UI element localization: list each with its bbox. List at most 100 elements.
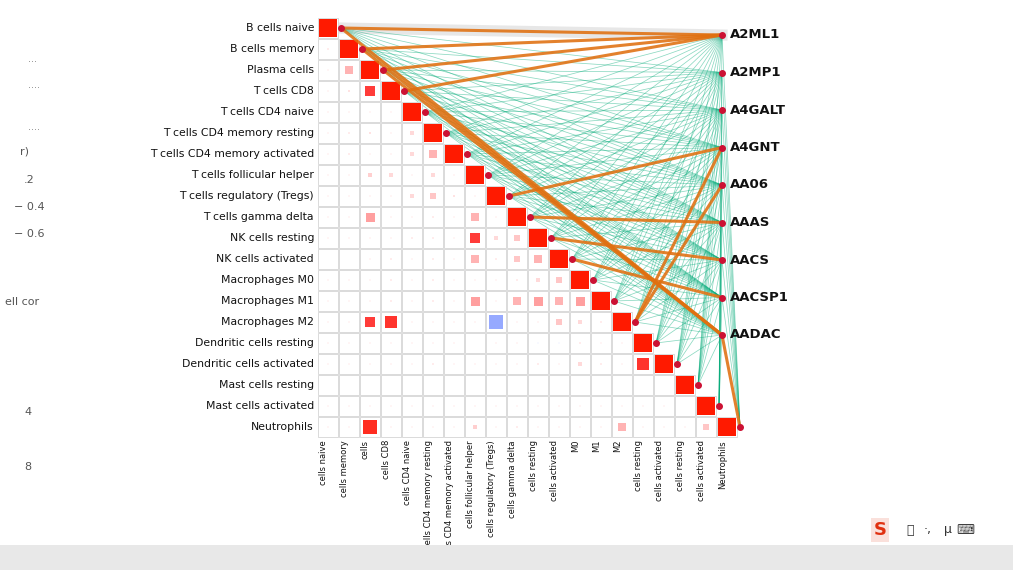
Bar	[369, 384, 371, 386]
Bar	[433, 321, 434, 323]
Bar	[571, 271, 589, 289]
Bar	[318, 396, 338, 416]
Bar	[537, 342, 539, 344]
Bar	[348, 342, 349, 344]
Bar	[390, 153, 392, 155]
Bar	[556, 277, 561, 283]
Bar	[423, 123, 443, 143]
Bar	[433, 342, 434, 344]
Bar	[495, 405, 497, 407]
Bar	[466, 166, 484, 184]
Bar	[327, 69, 329, 71]
Text: − 0.4: − 0.4	[14, 202, 45, 212]
Bar	[444, 312, 464, 332]
Bar	[495, 279, 497, 281]
Bar	[537, 363, 539, 365]
Bar	[558, 384, 560, 386]
Bar	[506, 354, 527, 374]
Bar	[612, 333, 632, 353]
Text: Plasma cells: Plasma cells	[247, 65, 314, 75]
Bar	[381, 312, 401, 332]
Bar	[327, 216, 329, 218]
Text: cells activated: cells activated	[697, 440, 706, 501]
Bar	[506, 228, 527, 248]
Bar	[534, 296, 543, 306]
Bar	[516, 363, 518, 365]
Bar	[515, 256, 520, 262]
Bar	[600, 384, 602, 386]
Bar	[365, 317, 375, 327]
Bar	[664, 384, 665, 386]
Bar	[411, 405, 413, 407]
Bar	[369, 132, 372, 135]
Bar	[633, 354, 653, 374]
Bar	[381, 81, 401, 101]
Bar	[528, 228, 548, 248]
Bar	[528, 312, 548, 332]
Bar	[591, 354, 611, 374]
Bar	[360, 396, 380, 416]
Bar	[474, 342, 476, 344]
Bar	[327, 258, 329, 260]
Bar	[318, 207, 338, 227]
Text: NK cells resting: NK cells resting	[230, 233, 314, 243]
Bar	[549, 354, 569, 374]
Bar	[486, 333, 506, 353]
Bar	[382, 82, 400, 100]
Bar	[570, 417, 590, 437]
Bar	[381, 186, 401, 206]
Bar	[364, 420, 377, 434]
Bar	[432, 173, 435, 177]
Bar	[318, 375, 338, 395]
Bar	[348, 216, 349, 218]
Bar	[600, 321, 602, 323]
Bar	[327, 237, 329, 239]
Bar	[516, 426, 518, 428]
Bar	[390, 258, 392, 260]
Bar	[516, 384, 518, 386]
Bar	[549, 333, 569, 353]
Bar	[591, 396, 611, 416]
Text: AADAC: AADAC	[730, 328, 781, 341]
Bar	[318, 354, 338, 374]
Text: Mast cells activated: Mast cells activated	[206, 401, 314, 411]
Bar	[535, 255, 542, 263]
Text: T cells CD4 memory resting: T cells CD4 memory resting	[163, 128, 314, 138]
Bar	[410, 152, 413, 156]
Bar	[433, 363, 434, 365]
Text: cells CD8: cells CD8	[382, 440, 391, 479]
Bar	[537, 384, 539, 386]
Bar	[506, 207, 527, 227]
Text: cells resting: cells resting	[529, 440, 538, 491]
Bar	[549, 249, 569, 269]
Bar	[506, 396, 527, 416]
Bar	[402, 123, 422, 143]
Bar	[654, 354, 674, 374]
Bar	[578, 320, 581, 324]
Bar	[675, 375, 695, 395]
Bar	[515, 235, 520, 241]
Bar	[339, 144, 359, 164]
Text: Mast cells resting: Mast cells resting	[219, 380, 314, 390]
Bar	[339, 81, 359, 101]
Bar	[516, 405, 518, 407]
Bar	[381, 291, 401, 311]
Text: A4GALT: A4GALT	[730, 104, 786, 116]
Bar	[360, 186, 380, 206]
Bar	[411, 321, 413, 323]
Bar	[444, 354, 464, 374]
Bar	[444, 207, 464, 227]
Bar	[444, 165, 464, 185]
Text: T cells CD8: T cells CD8	[253, 86, 314, 96]
Bar	[433, 216, 434, 218]
Bar	[360, 312, 380, 332]
Bar	[369, 258, 371, 260]
Bar	[453, 363, 455, 365]
Bar	[411, 342, 413, 344]
Bar	[390, 216, 392, 218]
Bar	[390, 237, 392, 239]
Bar	[318, 228, 338, 248]
Bar	[495, 258, 497, 260]
Bar	[347, 89, 350, 92]
Bar	[0, 545, 1013, 570]
